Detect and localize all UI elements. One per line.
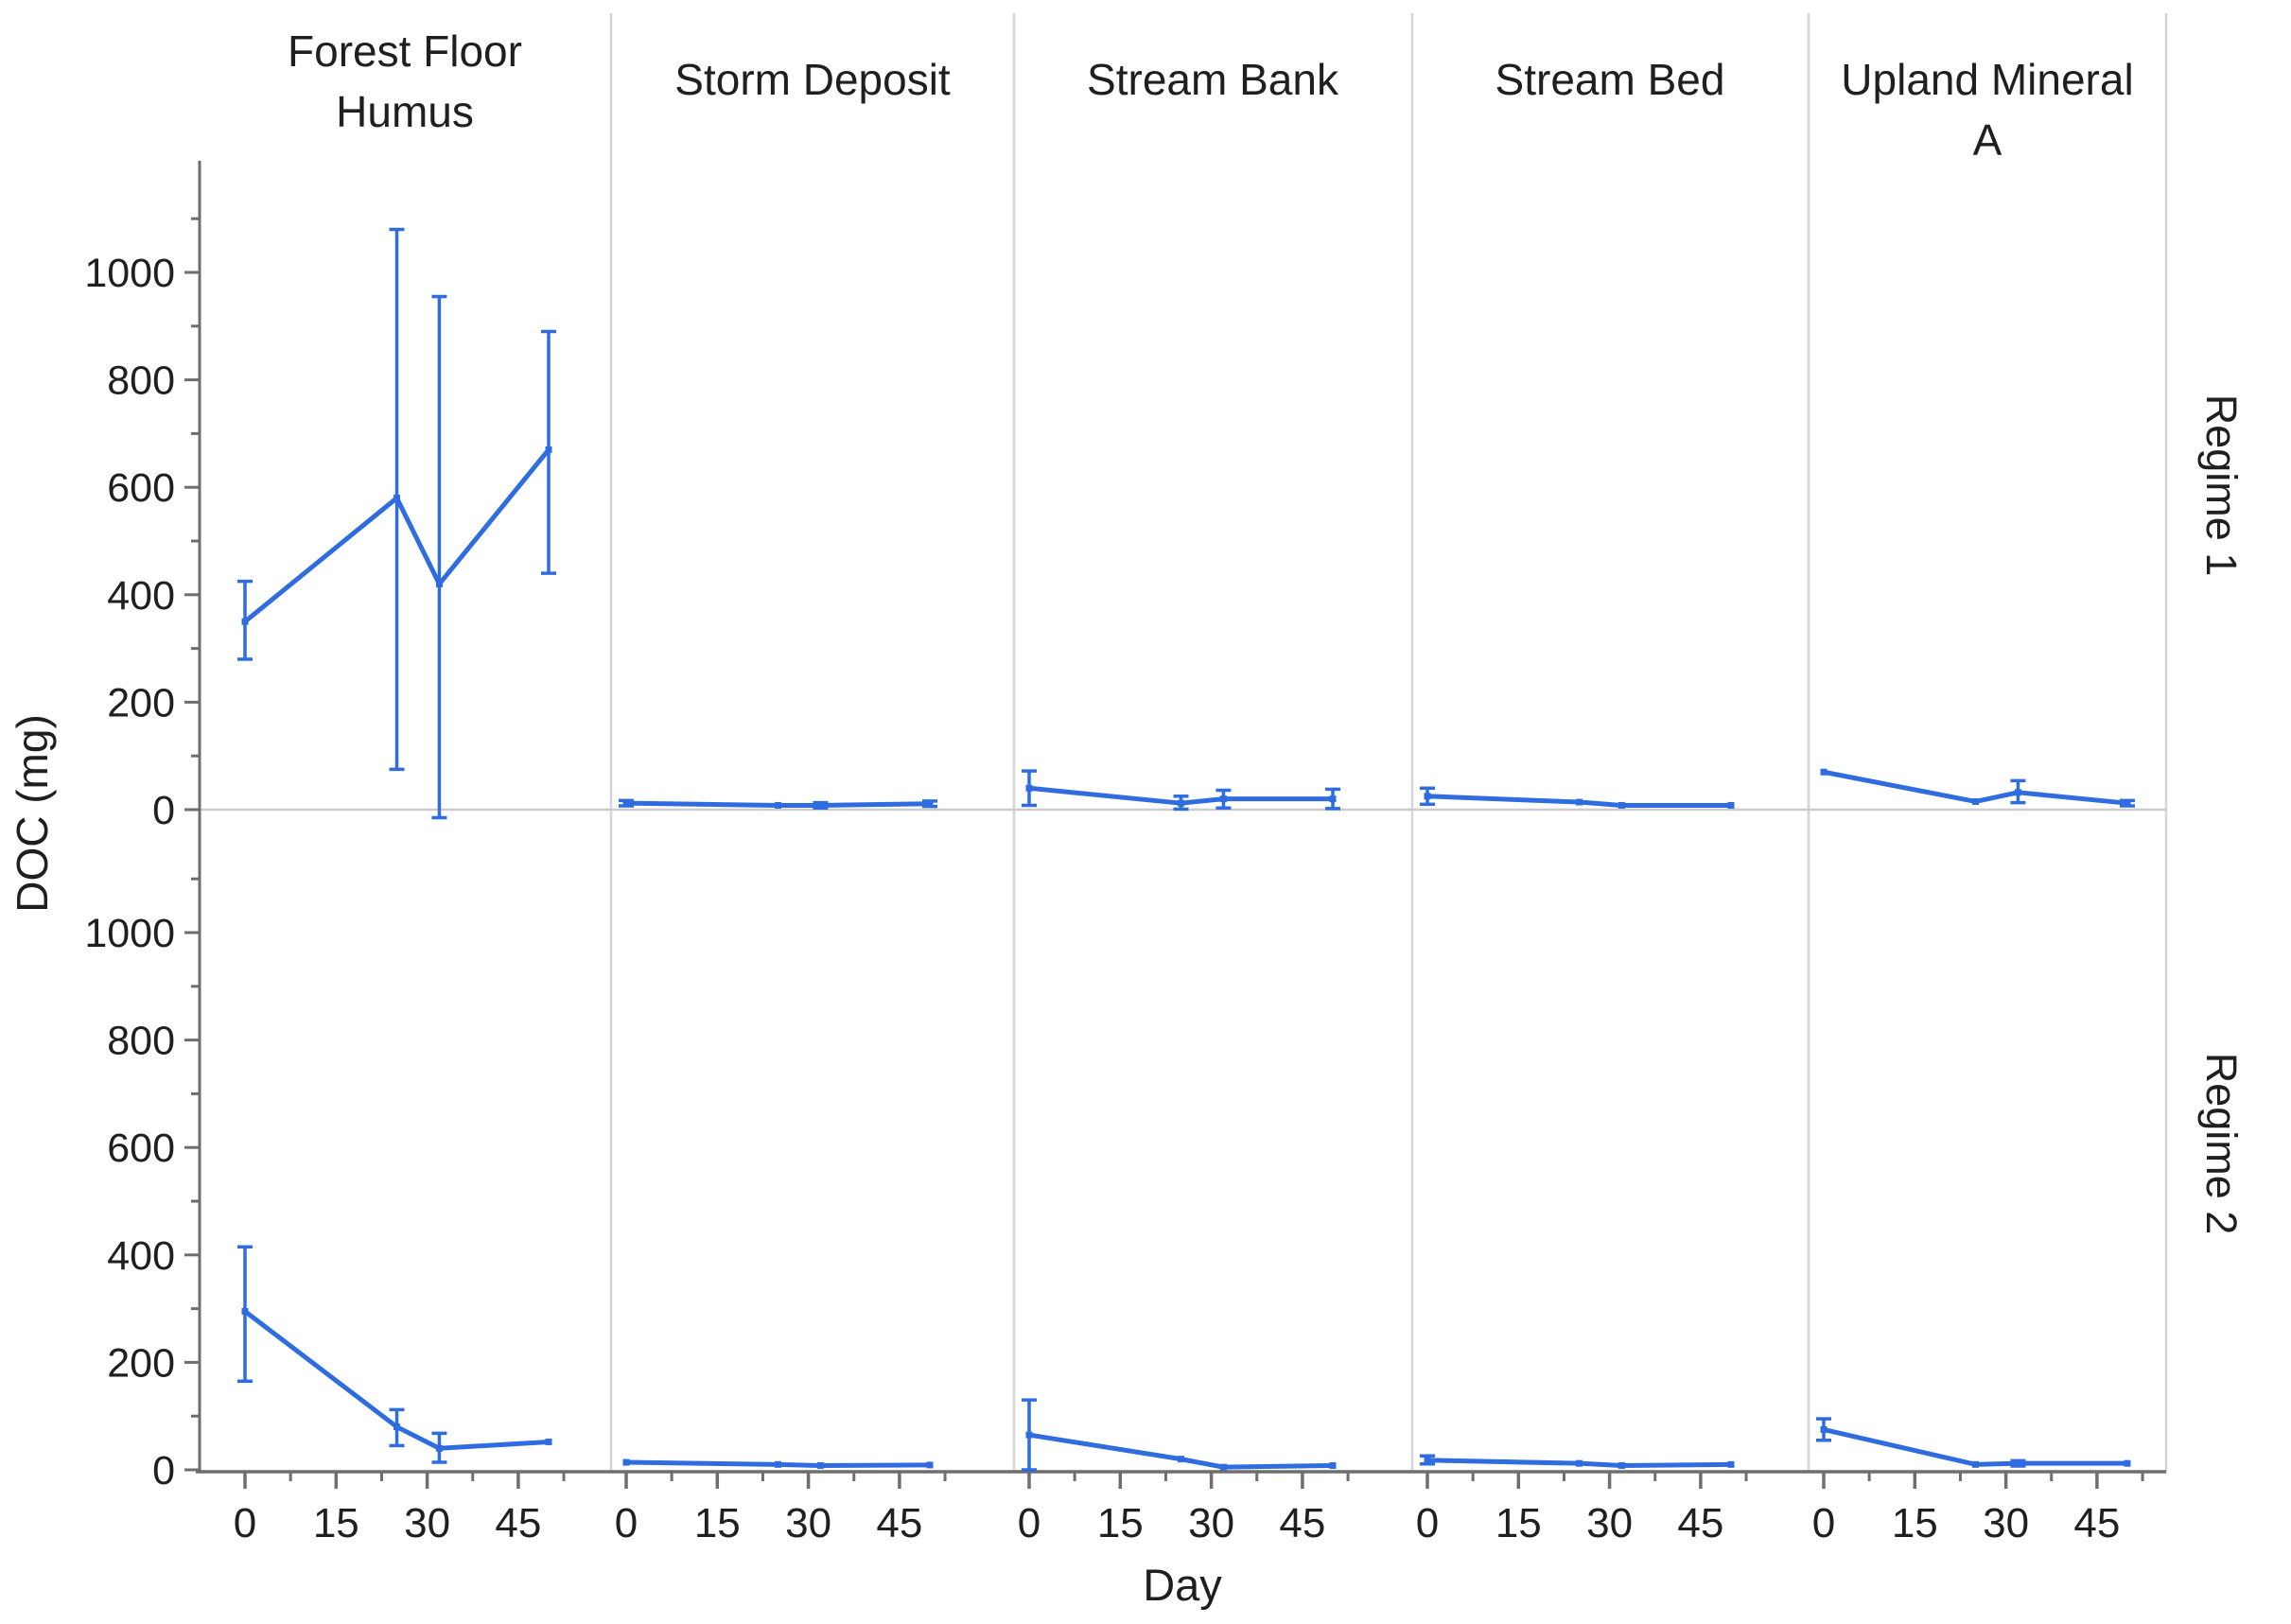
row-label-regime-2: Regime 2 [2197,1052,2246,1235]
y-tick-label: 400 [107,573,175,619]
row-label-regime-1: Regime 1 [2197,393,2246,577]
data-point-marker [1424,793,1431,800]
data-point-marker [1025,1431,1033,1439]
y-tick-label: 200 [107,680,175,725]
x-tick-label: 0 [615,1500,638,1546]
x-tick-label: 15 [1097,1500,1144,1546]
x-tick-label: 0 [234,1500,256,1546]
series-line [1821,1426,2130,1467]
data-point-marker [1424,1457,1431,1464]
data-point-marker [1820,1425,1828,1433]
column-header-stream-bed: Stream Bed [1495,55,1725,104]
series-line [1026,785,1336,806]
column-header-stream-bank: Stream Bank [1087,55,1338,104]
data-point-marker [393,1423,400,1431]
data-point-marker [1972,797,1979,805]
x-tick-label: 15 [1495,1500,1542,1546]
series-line [1026,1432,1336,1470]
x-tick-label: 15 [694,1500,741,1546]
x-tick-label: 30 [785,1500,831,1546]
data-point-marker [2124,799,2131,807]
data-point-marker [926,1461,934,1469]
data-point-marker [1178,1456,1184,1463]
x-tick-label: 0 [1416,1500,1439,1546]
data-point-marker [2124,1459,2131,1467]
data-point-marker [622,799,630,807]
data-point-marker [1618,801,1625,809]
data-point-marker [435,1444,443,1452]
data-point-marker [545,445,552,453]
column-header-upland-mineral-a: Upland Mineral A [1841,55,2134,165]
y-axis-title: DOC (mg) [8,714,57,913]
data-point-marker [775,1460,781,1468]
data-point-marker [545,1438,552,1445]
x-tick-label: 30 [1983,1500,2029,1546]
data-point-marker [241,618,249,625]
y-tick-label: 600 [107,1126,175,1171]
x-tick-label: 15 [313,1500,359,1546]
series-line [623,1459,933,1468]
x-tick-label: 45 [1677,1500,1723,1546]
data-point-marker [926,800,934,808]
data-point-marker [1618,1461,1625,1469]
series-line [623,800,933,808]
data-point-marker [1329,795,1337,803]
x-tick-label: 0 [1018,1500,1041,1546]
series-line [242,1308,551,1451]
data-point-marker [2014,1459,2021,1467]
data-point-marker [622,1458,630,1466]
x-tick-label: 15 [1892,1500,1938,1546]
data-point-marker [775,801,781,809]
data-point-marker [435,580,443,587]
column-header-storm-deposit: Storm Deposit [674,55,951,104]
y-tick-label: 1000 [84,911,175,956]
data-point-marker [241,1307,249,1315]
data-point-marker [1329,1461,1337,1469]
y-tick-label: 200 [107,1340,175,1386]
data-point-marker [1576,1459,1583,1467]
x-tick-label: 30 [404,1500,450,1546]
series-line [242,446,551,624]
y-tick-label: 400 [107,1233,175,1279]
data-point-marker [1972,1460,1979,1468]
x-tick-label: 45 [495,1500,541,1546]
data-point-marker [1727,801,1735,809]
y-tick-label: 0 [152,1448,175,1493]
column-header-forest-floor-humus: Forest Floor Humus [288,26,522,136]
data-point-marker [1727,1460,1735,1468]
y-tick-label: 0 [152,788,175,833]
y-tick-label: 1000 [84,251,175,296]
data-point-marker [1219,795,1227,803]
x-tick-label: 45 [1279,1500,1325,1546]
x-tick-label: 45 [876,1500,922,1546]
data-point-marker [1576,798,1583,806]
data-point-marker [2014,789,2021,796]
data-point-marker [1178,799,1184,807]
x-tick-label: 45 [2073,1500,2120,1546]
series-line [1425,1458,1734,1468]
y-tick-label: 800 [107,358,175,404]
data-point-marker [1820,768,1828,776]
series-line [1821,769,2130,806]
data-point-marker [1219,1463,1227,1471]
data-point-marker [816,801,824,809]
y-tick-label: 800 [107,1019,175,1064]
x-tick-label: 30 [1586,1500,1633,1546]
data-point-marker [816,1461,824,1469]
y-tick-label: 600 [107,465,175,511]
x-tick-label: 0 [1812,1500,1835,1546]
x-axis-title: Day [1143,1560,1222,1610]
data-point-marker [393,495,400,502]
x-tick-label: 30 [1188,1500,1234,1546]
series-line [1425,794,1734,808]
data-point-marker [1025,784,1033,792]
